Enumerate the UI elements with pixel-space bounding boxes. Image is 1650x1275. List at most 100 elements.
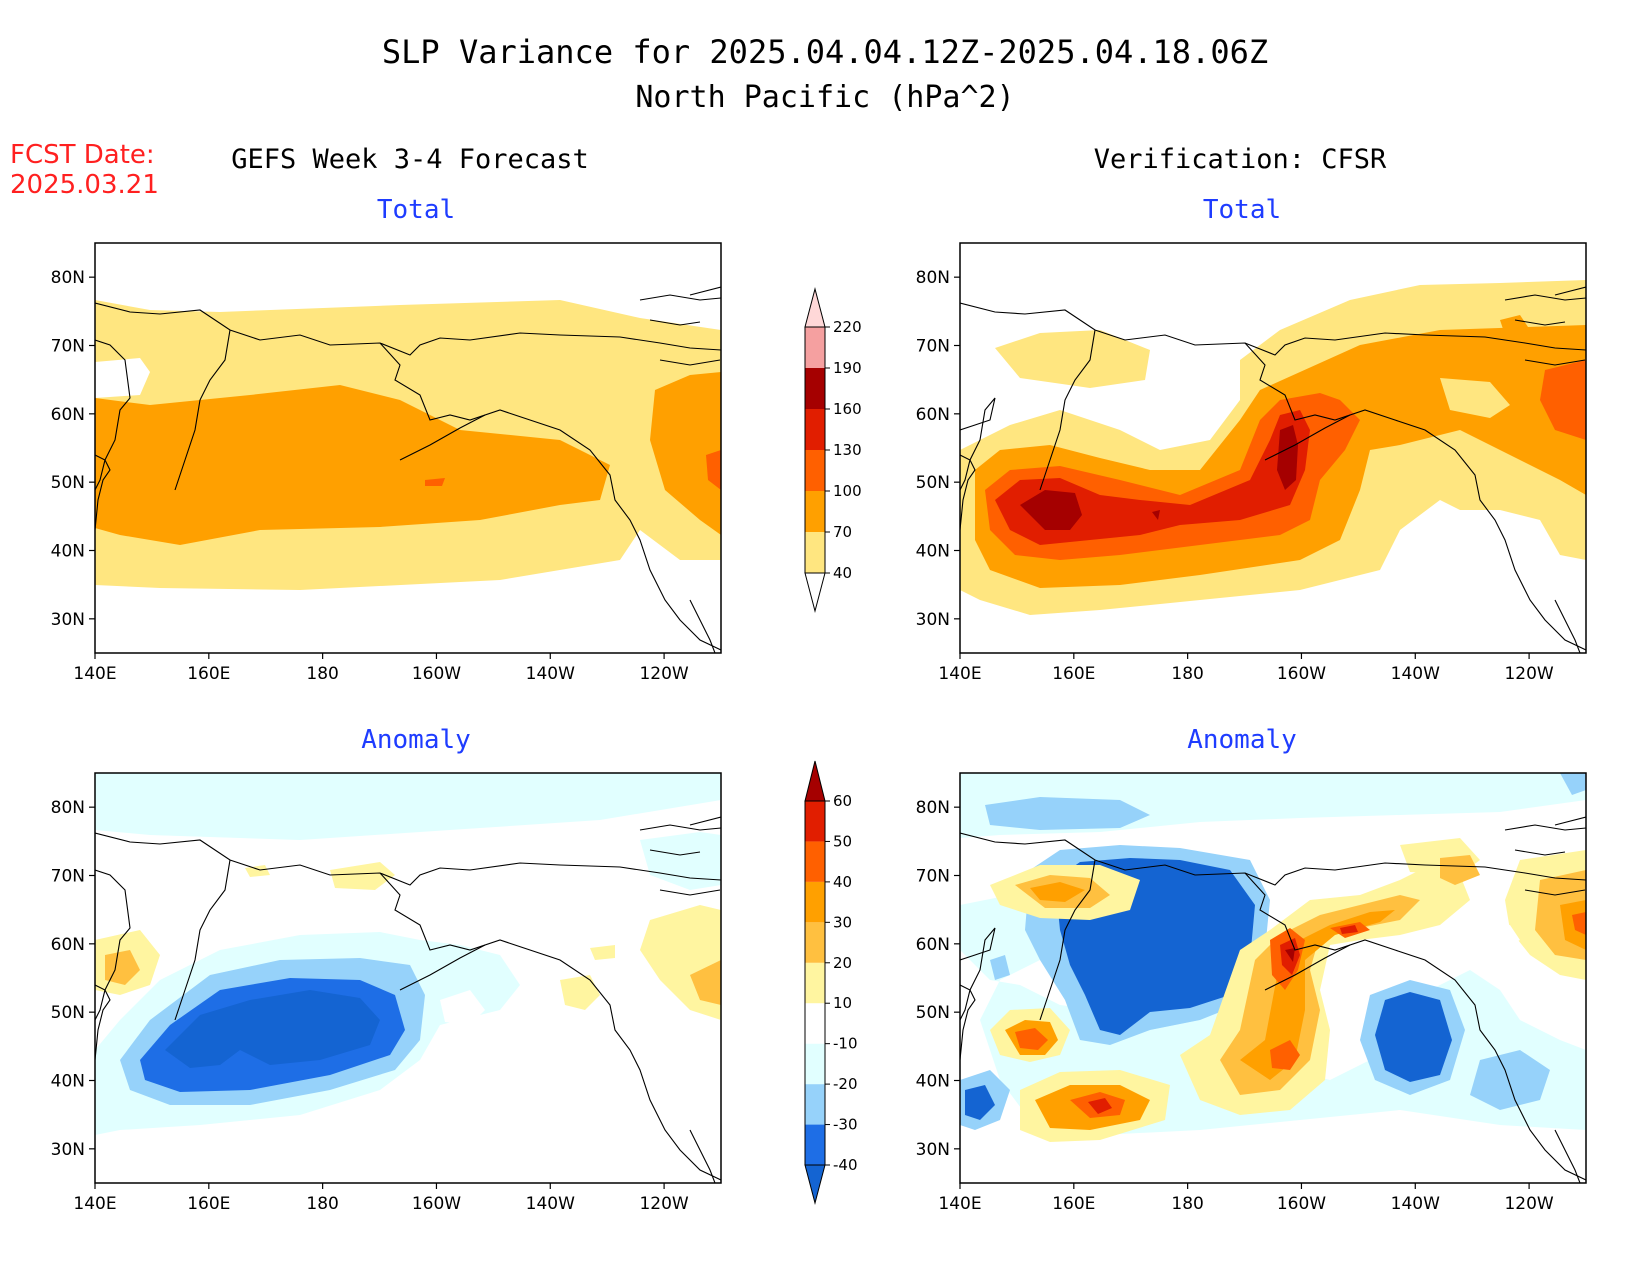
forecast-column-title: GEFS Week 3-4 Forecast — [231, 144, 589, 175]
forecast-anomaly-map — [94, 772, 722, 1184]
lat-tick-label: 40N — [51, 542, 85, 562]
axes-layer: 80N 70N 60N 50N 40N 30N 140E 160E 180 160W 140W 120… — [51, 268, 1554, 1214]
panel-axes: 80N 70N 60N 50N 40N 30N 140E 160E 180 160W 140W 120… — [916, 798, 1554, 1214]
lat-tick-label: 30N — [916, 1140, 950, 1160]
forecast-anomaly-title: Anomaly — [361, 725, 471, 755]
lon-tick-label: 140W — [526, 1194, 575, 1214]
colorbar-label: 40 — [833, 564, 852, 582]
colorbar-frame — [804, 800, 826, 1166]
colorbar-label: 30 — [833, 913, 852, 931]
colorbar-under-arrow — [804, 572, 826, 613]
lon-tick-label: 140E — [73, 1194, 116, 1214]
lon-tick-label: 140E — [938, 1194, 981, 1214]
lon-tick-label: 120W — [1504, 664, 1553, 684]
colorbar-segment — [805, 1124, 825, 1165]
lon-tick-label: 160E — [187, 664, 230, 684]
total-colorbar: 40 70 100 130 160 190 220 — [804, 287, 862, 613]
verification-total-contours — [960, 280, 1586, 615]
lon-tick-label: 140W — [526, 664, 575, 684]
lon-tick-label: 160E — [1052, 1194, 1095, 1214]
lat-tick-label: 40N — [51, 1072, 85, 1092]
colorbar-segment — [805, 801, 825, 842]
lon-tick-label: 160W — [412, 1194, 461, 1214]
verification-total-title: Total — [1203, 195, 1281, 225]
lon-tick-label: 140E — [938, 664, 981, 684]
lat-tick-label: 80N — [916, 268, 950, 288]
colorbar-over-arrow — [804, 760, 826, 802]
colorbar-label: 160 — [833, 400, 862, 418]
colorbar-segment — [805, 450, 825, 491]
lat-tick-label: 30N — [51, 1140, 85, 1160]
panel-axes: 80N 70N 60N 50N 40N 30N 140E 160E 180 160W 140W 120… — [916, 268, 1554, 684]
lon-tick-label: 180 — [306, 1194, 338, 1214]
colorbar-label: -30 — [833, 1116, 858, 1134]
colorbar-segment — [805, 881, 825, 923]
verification-column-title: Verification: CFSR — [1094, 144, 1387, 175]
coastlines — [960, 816, 1586, 1183]
colorbar-label: 40 — [833, 873, 852, 891]
lon-tick-label: 120W — [639, 1194, 688, 1214]
lat-tick-label: 30N — [51, 610, 85, 630]
lat-tick-label: 40N — [916, 1072, 950, 1092]
colorbar-segment — [805, 368, 825, 409]
panel-axes: 80N 70N 60N 50N 40N 30N 140E 160E 180 160W 140W 120… — [51, 268, 689, 684]
coastlines — [960, 286, 1586, 653]
lon-tick-label: 140E — [73, 664, 116, 684]
forecast-total-contours — [95, 300, 721, 590]
lat-tick-label: 50N — [51, 1003, 85, 1023]
colorbar-segment — [805, 491, 825, 532]
colorbar-segment — [805, 1003, 825, 1044]
colorbar-label: 10 — [833, 994, 852, 1012]
fcst-date-value: 2025.03.21 — [10, 170, 159, 200]
main-subtitle: North Pacific (hPa^2) — [635, 80, 1014, 115]
lat-tick-label: 70N — [916, 337, 950, 357]
verification-anomaly-map — [959, 772, 1587, 1184]
lat-tick-label: 40N — [916, 542, 950, 562]
lon-tick-label: 160W — [1277, 1194, 1326, 1214]
colorbar-label: 190 — [833, 359, 862, 377]
lat-tick-label: 60N — [51, 405, 85, 425]
fcst-date-label: FCST Date: — [10, 140, 155, 170]
lat-tick-label: 50N — [916, 1003, 950, 1023]
colorbar-segment — [805, 409, 825, 450]
verification-total-map — [959, 242, 1587, 654]
lon-tick-label: 140W — [1391, 664, 1440, 684]
colorbar-segment — [805, 1084, 825, 1125]
colorbar-label: -10 — [833, 1035, 858, 1053]
colorbar-segment — [805, 962, 825, 1004]
colorbar-over-arrow — [804, 287, 826, 328]
lat-tick-label: 80N — [51, 798, 85, 818]
lon-tick-label: 140W — [1391, 1194, 1440, 1214]
colorbar-label: 220 — [833, 318, 862, 336]
lon-tick-label: 160W — [1277, 664, 1326, 684]
lat-tick-label: 80N — [51, 268, 85, 288]
lat-tick-label: 60N — [916, 405, 950, 425]
verification-anomaly-title: Anomaly — [1187, 725, 1297, 755]
lon-tick-label: 120W — [639, 664, 688, 684]
panel-axes: 80N 70N 60N 50N 40N 30N 140E 160E 180 160W 140W 120… — [51, 798, 689, 1214]
lat-tick-label: 70N — [916, 867, 950, 887]
lon-tick-label: 160E — [1052, 664, 1095, 684]
lat-tick-label: 60N — [916, 935, 950, 955]
coastlines — [95, 286, 721, 653]
colorbar-under-arrow — [804, 1164, 826, 1205]
colorbar-segment — [805, 1043, 825, 1085]
anomaly-colorbar: -40 -30 -20 -10 10 20 30 40 50 60 — [804, 760, 858, 1205]
main-title: SLP Variance for 2025.04.04.12Z-2025.04.… — [382, 33, 1268, 71]
lat-tick-label: 50N — [51, 473, 85, 493]
lat-tick-label: 80N — [916, 798, 950, 818]
colorbar-label: -40 — [833, 1156, 858, 1174]
colorbar-label: -20 — [833, 1075, 858, 1093]
lat-tick-label: 60N — [51, 935, 85, 955]
lon-tick-label: 160E — [187, 1194, 230, 1214]
colorbar-label: 70 — [833, 523, 852, 541]
lon-tick-label: 180 — [1171, 664, 1203, 684]
lon-tick-label: 180 — [306, 664, 338, 684]
forecast-total-map — [94, 242, 722, 654]
colorbar-label: 130 — [833, 441, 862, 459]
lon-tick-label: 160W — [412, 664, 461, 684]
coastlines — [95, 816, 721, 1183]
colorbar-label: 60 — [833, 792, 852, 810]
lon-tick-label: 120W — [1504, 1194, 1553, 1214]
